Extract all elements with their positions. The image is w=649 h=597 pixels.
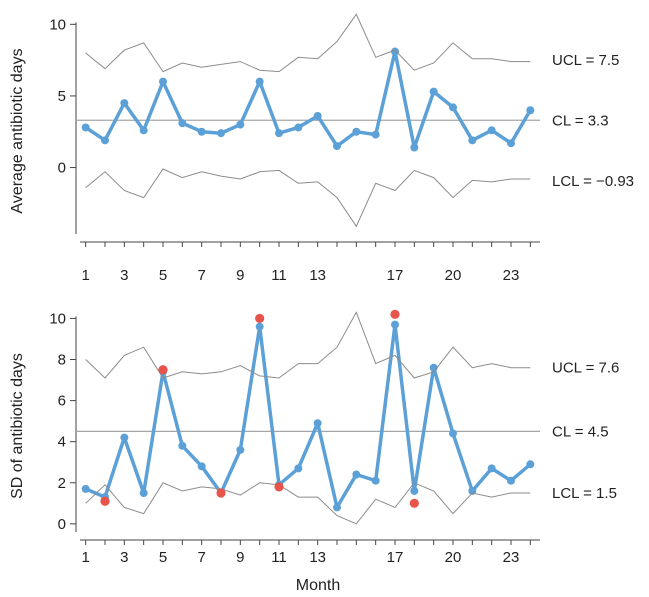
signal-point bbox=[158, 365, 168, 375]
data-point bbox=[159, 77, 167, 86]
x-tick-label: 13 bbox=[309, 267, 326, 284]
data-point bbox=[526, 460, 535, 469]
signal-point bbox=[255, 313, 265, 324]
data-point bbox=[429, 87, 438, 96]
lower-control-limit-line bbox=[85, 168, 531, 228]
data-point bbox=[236, 120, 245, 129]
data-point bbox=[410, 143, 419, 152]
x-tick-label: 3 bbox=[120, 267, 128, 284]
x-tick-label: 13 bbox=[309, 549, 326, 566]
x-axis-label: Month bbox=[296, 577, 340, 594]
data-series-line bbox=[85, 322, 532, 510]
x-tick-label: 11 bbox=[271, 549, 287, 566]
data-point bbox=[217, 129, 225, 138]
lcl-label: LCL = −0.93 bbox=[552, 173, 634, 190]
data-point bbox=[333, 142, 341, 151]
upper-control-limit-line bbox=[85, 13, 531, 73]
data-point bbox=[449, 103, 457, 112]
y-tick-label: 0 bbox=[58, 516, 66, 533]
x-tick-label: 11 bbox=[271, 267, 287, 284]
cl-label: CL = 3.3 bbox=[552, 112, 609, 129]
data-point bbox=[139, 489, 148, 498]
data-point bbox=[81, 123, 90, 132]
x-tick-label: 9 bbox=[236, 267, 244, 284]
ucl-label: UCL = 7.5 bbox=[552, 52, 619, 69]
x-tick-label: 3 bbox=[120, 549, 128, 566]
data-point bbox=[333, 503, 341, 512]
data-point bbox=[275, 129, 283, 138]
data-point bbox=[526, 106, 535, 115]
data-point bbox=[255, 322, 264, 331]
data-point bbox=[487, 464, 496, 473]
y-tick-label: 0 bbox=[58, 160, 66, 177]
y-tick-label: 5 bbox=[58, 88, 66, 105]
y-axis-label: Average antibiotic days bbox=[9, 48, 26, 213]
data-point bbox=[352, 470, 361, 479]
x-tick-label: 9 bbox=[236, 549, 244, 566]
cl-label: CL = 4.5 bbox=[552, 423, 609, 440]
signal-point bbox=[409, 498, 419, 508]
data-point bbox=[81, 484, 90, 493]
data-point bbox=[391, 320, 399, 329]
x-tick-label: 1 bbox=[81, 267, 89, 284]
x-tick-label: 20 bbox=[445, 549, 462, 566]
data-point bbox=[294, 464, 303, 473]
x-tick-label: 17 bbox=[387, 549, 404, 566]
signal-point bbox=[274, 482, 284, 492]
data-series-line bbox=[84, 49, 532, 150]
data-point bbox=[197, 462, 206, 471]
upper-control-limit-line bbox=[85, 311, 531, 379]
y-tick-label: 10 bbox=[49, 310, 66, 327]
data-point bbox=[120, 99, 129, 108]
data-point bbox=[139, 126, 148, 135]
data-point bbox=[487, 126, 496, 135]
data-point bbox=[410, 486, 419, 495]
signal-point bbox=[390, 309, 400, 319]
x-tick-label: 1 bbox=[81, 549, 89, 566]
data-point bbox=[371, 130, 380, 139]
data-point bbox=[313, 419, 322, 428]
data-point bbox=[371, 476, 380, 485]
data-point bbox=[352, 127, 361, 136]
y-tick-label: 2 bbox=[58, 475, 66, 492]
data-point bbox=[313, 111, 322, 120]
signal-point bbox=[216, 488, 226, 498]
x-tick-label: 7 bbox=[197, 549, 205, 566]
y-tick-label: 4 bbox=[58, 434, 66, 451]
data-point bbox=[255, 77, 264, 86]
data-point bbox=[120, 433, 129, 442]
x-tick-label: 5 bbox=[159, 549, 167, 566]
lower-control-limit-line bbox=[85, 482, 531, 525]
data-point bbox=[294, 123, 303, 132]
x-tick-label: 17 bbox=[387, 267, 404, 284]
data-point bbox=[507, 139, 515, 148]
data-point bbox=[178, 119, 187, 128]
x-tick-label: 23 bbox=[503, 267, 520, 284]
y-tick-label: 6 bbox=[58, 393, 66, 410]
data-point bbox=[449, 429, 457, 438]
data-point bbox=[101, 136, 109, 145]
data-point bbox=[236, 445, 245, 454]
y-tick-label: 8 bbox=[58, 352, 66, 369]
x-tick-label: 23 bbox=[503, 549, 520, 566]
data-point bbox=[468, 136, 477, 145]
lcl-label: LCL = 1.5 bbox=[552, 485, 617, 502]
x-tick-label: 5 bbox=[159, 267, 167, 284]
data-point bbox=[178, 441, 187, 450]
signal-point bbox=[100, 496, 110, 506]
data-point bbox=[507, 476, 515, 485]
ucl-label: UCL = 7.6 bbox=[552, 360, 619, 377]
y-tick-label: 10 bbox=[49, 16, 66, 33]
data-point bbox=[391, 47, 399, 56]
x-tick-label: 7 bbox=[197, 267, 205, 284]
y-axis-label: SD of antibiotic days bbox=[9, 353, 26, 499]
x-tick-label: 20 bbox=[445, 267, 462, 284]
data-point bbox=[197, 127, 206, 136]
